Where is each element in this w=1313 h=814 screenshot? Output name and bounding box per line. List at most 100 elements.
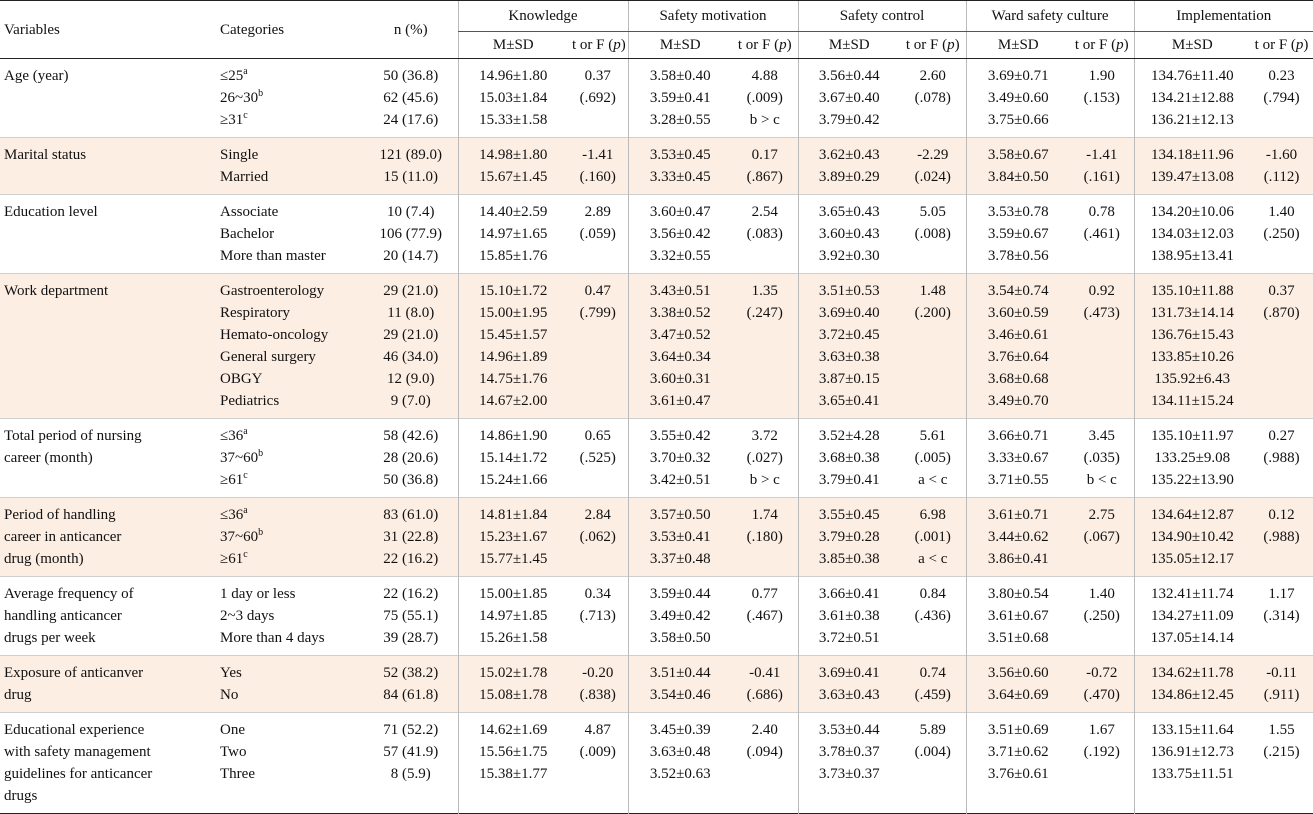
cell-value: 5.89 — [919, 722, 946, 738]
cell-value: 14.86±1.90 — [479, 428, 548, 444]
header-stat: t or F (p) — [900, 31, 967, 59]
cell-value: 3.66±0.71 — [987, 428, 1049, 444]
cell-value: 3.61±0.67 — [987, 608, 1049, 624]
culture-stat-cell: -1.41 (.161) — [1070, 137, 1135, 195]
cell-value: -0.11 — [1266, 665, 1297, 681]
cell-value: 22 (16.2) — [383, 586, 439, 602]
cell-value: (.009) — [746, 90, 783, 106]
category-label: ≤25a — [220, 66, 248, 85]
cell-value: 3.58±0.40 — [649, 68, 711, 84]
cell-value: 3.63±0.48 — [649, 744, 711, 760]
category-label: ≥61c — [220, 549, 248, 568]
cell-value: (.988) — [1263, 450, 1300, 466]
impl-stat-cell: -0.11 (.911) — [1250, 655, 1313, 713]
table-row: Age (year) ≤25a 26~30b ≥31c 50 (36.8) 62 (45.… — [0, 58, 1313, 138]
knowledge-stat-cell: 0.34 (.713) — [568, 577, 628, 656]
cell-value: 9 (7.0) — [390, 393, 431, 409]
variable-label: Average frequency of — [4, 586, 134, 602]
cell-value: 57 (41.9) — [383, 744, 439, 760]
category-label: 37~60b — [220, 527, 264, 546]
culture-msd-cell: 3.58±0.67 3.84±0.50 — [965, 137, 1071, 195]
cell-value: 2.89 — [584, 204, 611, 220]
cell-value: 3.49±0.70 — [987, 393, 1049, 409]
table-body: Age (year) ≤25a 26~30b ≥31c 50 (36.8) 62 (45.… — [0, 58, 1313, 814]
cell-value: 15 (11.0) — [383, 169, 438, 185]
cell-value: 0.65 — [584, 428, 611, 444]
cell-value: (.247) — [746, 305, 783, 321]
variable-cell: Work department — [0, 273, 216, 419]
cell-value: 3.46±0.61 — [987, 327, 1049, 343]
n-cell: 71 (52.2) 57 (41.9) 8 (5.9) — [364, 713, 458, 814]
cell-value: (.035) — [1083, 450, 1120, 466]
cell-value: 136.76±15.43 — [1150, 327, 1234, 343]
cell-value: 3.72 — [751, 428, 778, 444]
cell-value: 3.72±0.45 — [818, 327, 880, 343]
category-label: ≥61c — [220, 470, 248, 489]
cell-value: 106 (77.9) — [379, 226, 443, 242]
table-row: Marital status Single Married 121 (89.0) 15 … — [0, 137, 1313, 195]
cell-value: 3.89±0.29 — [818, 169, 880, 185]
cell-value: (.160) — [579, 169, 616, 185]
cell-value: 3.67±0.40 — [818, 90, 880, 106]
header-group-safety-motivation: Safety motivation — [627, 0, 799, 32]
category-label: General surgery — [220, 349, 316, 365]
motivation-msd-cell: 3.53±0.45 3.33±0.45 — [627, 137, 732, 195]
control-msd-cell: 3.55±0.45 3.79±0.28 3.85±0.38 — [797, 497, 901, 577]
knowledge-stat-cell: 0.65 (.525) — [568, 419, 628, 498]
motivation-stat-cell: 2.54 (.083) — [732, 195, 798, 274]
cell-value: 3.59±0.67 — [987, 226, 1049, 242]
cell-value: 3.52±0.63 — [649, 766, 711, 782]
header-stat: t or F (p) — [1250, 31, 1313, 59]
cell-value: 3.55±0.45 — [818, 507, 880, 523]
motivation-stat-cell: 4.88 (.009) b > c — [732, 59, 798, 138]
cell-value: 75 (55.1) — [383, 608, 439, 624]
cell-value: 3.53±0.45 — [649, 147, 711, 163]
cell-value: -1.41 — [582, 147, 614, 163]
cell-value: 3.61±0.38 — [818, 608, 880, 624]
header-stat: t or F (p) — [1070, 31, 1135, 59]
knowledge-msd-cell: 14.40±2.59 14.97±1.65 15.85±1.76 — [457, 194, 568, 274]
variable-label: Education level — [4, 204, 98, 220]
variable-label: Total period of nursing — [4, 428, 142, 444]
cell-value: 0.74 — [919, 665, 946, 681]
cell-value: 3.52±4.28 — [818, 428, 880, 444]
control-stat-cell: 6.98 (.001) a < c — [900, 497, 967, 577]
knowledge-stat-cell: -1.41 (.160) — [568, 137, 628, 195]
categories-cell: 1 day or less 2~3 days More than 4 days — [216, 577, 364, 656]
cell-value: b > c — [749, 472, 780, 488]
category-label: Gastroenterology — [220, 283, 325, 299]
culture-stat-cell: 0.92 (.473) — [1070, 273, 1135, 419]
control-msd-cell: 3.62±0.43 3.89±0.29 — [797, 137, 901, 195]
cell-value: a < c — [918, 551, 948, 567]
cell-value: (.027) — [746, 450, 783, 466]
table-row: Work department Gastroenterology Respirato… — [0, 273, 1313, 419]
cell-value: 3.56±0.60 — [987, 665, 1049, 681]
motivation-stat-cell: -0.41 (.686) — [732, 655, 799, 713]
cell-value: (.094) — [746, 744, 783, 760]
cell-value: 14.40±2.59 — [479, 204, 548, 220]
cell-value: 3.76±0.64 — [987, 349, 1049, 365]
variable-cell: Education level — [0, 195, 216, 274]
control-msd-cell: 3.52±4.28 3.68±0.38 3.79±0.41 — [797, 418, 901, 498]
cell-value: (.459) — [914, 687, 951, 703]
knowledge-msd-cell: 14.98±1.80 15.67±1.45 — [457, 137, 568, 195]
cell-value: (.713) — [579, 608, 616, 624]
variable-label: Period of handling — [4, 507, 116, 523]
cell-value: 3.70±0.32 — [649, 450, 711, 466]
cell-value: 0.84 — [919, 586, 946, 602]
cell-value: 1.48 — [919, 283, 946, 299]
cell-value: 5.61 — [919, 428, 946, 444]
category-label: Three — [220, 766, 255, 782]
table-row: Total period of nursing career (month) ≤36… — [0, 418, 1313, 498]
impl-stat-cell: -1.60 (.112) — [1250, 137, 1313, 195]
cell-value: 52 (38.2) — [383, 665, 439, 681]
cell-value: 3.62±0.43 — [818, 147, 880, 163]
cell-value: (.988) — [1263, 529, 1300, 545]
n-cell: 83 (61.0) 31 (22.8) 22 (16.2) — [364, 497, 458, 577]
cell-value: 0.23 — [1268, 68, 1295, 84]
control-msd-cell: 3.65±0.43 3.60±0.43 3.92±0.30 — [797, 194, 901, 274]
cell-value: 2.75 — [1088, 507, 1115, 523]
knowledge-msd-cell: 15.00±1.85 14.97±1.85 15.26±1.58 — [457, 576, 568, 656]
cell-value: 1.90 — [1088, 68, 1115, 84]
table-header: Variables Categories n (%) Knowledge Saf… — [0, 0, 1313, 59]
